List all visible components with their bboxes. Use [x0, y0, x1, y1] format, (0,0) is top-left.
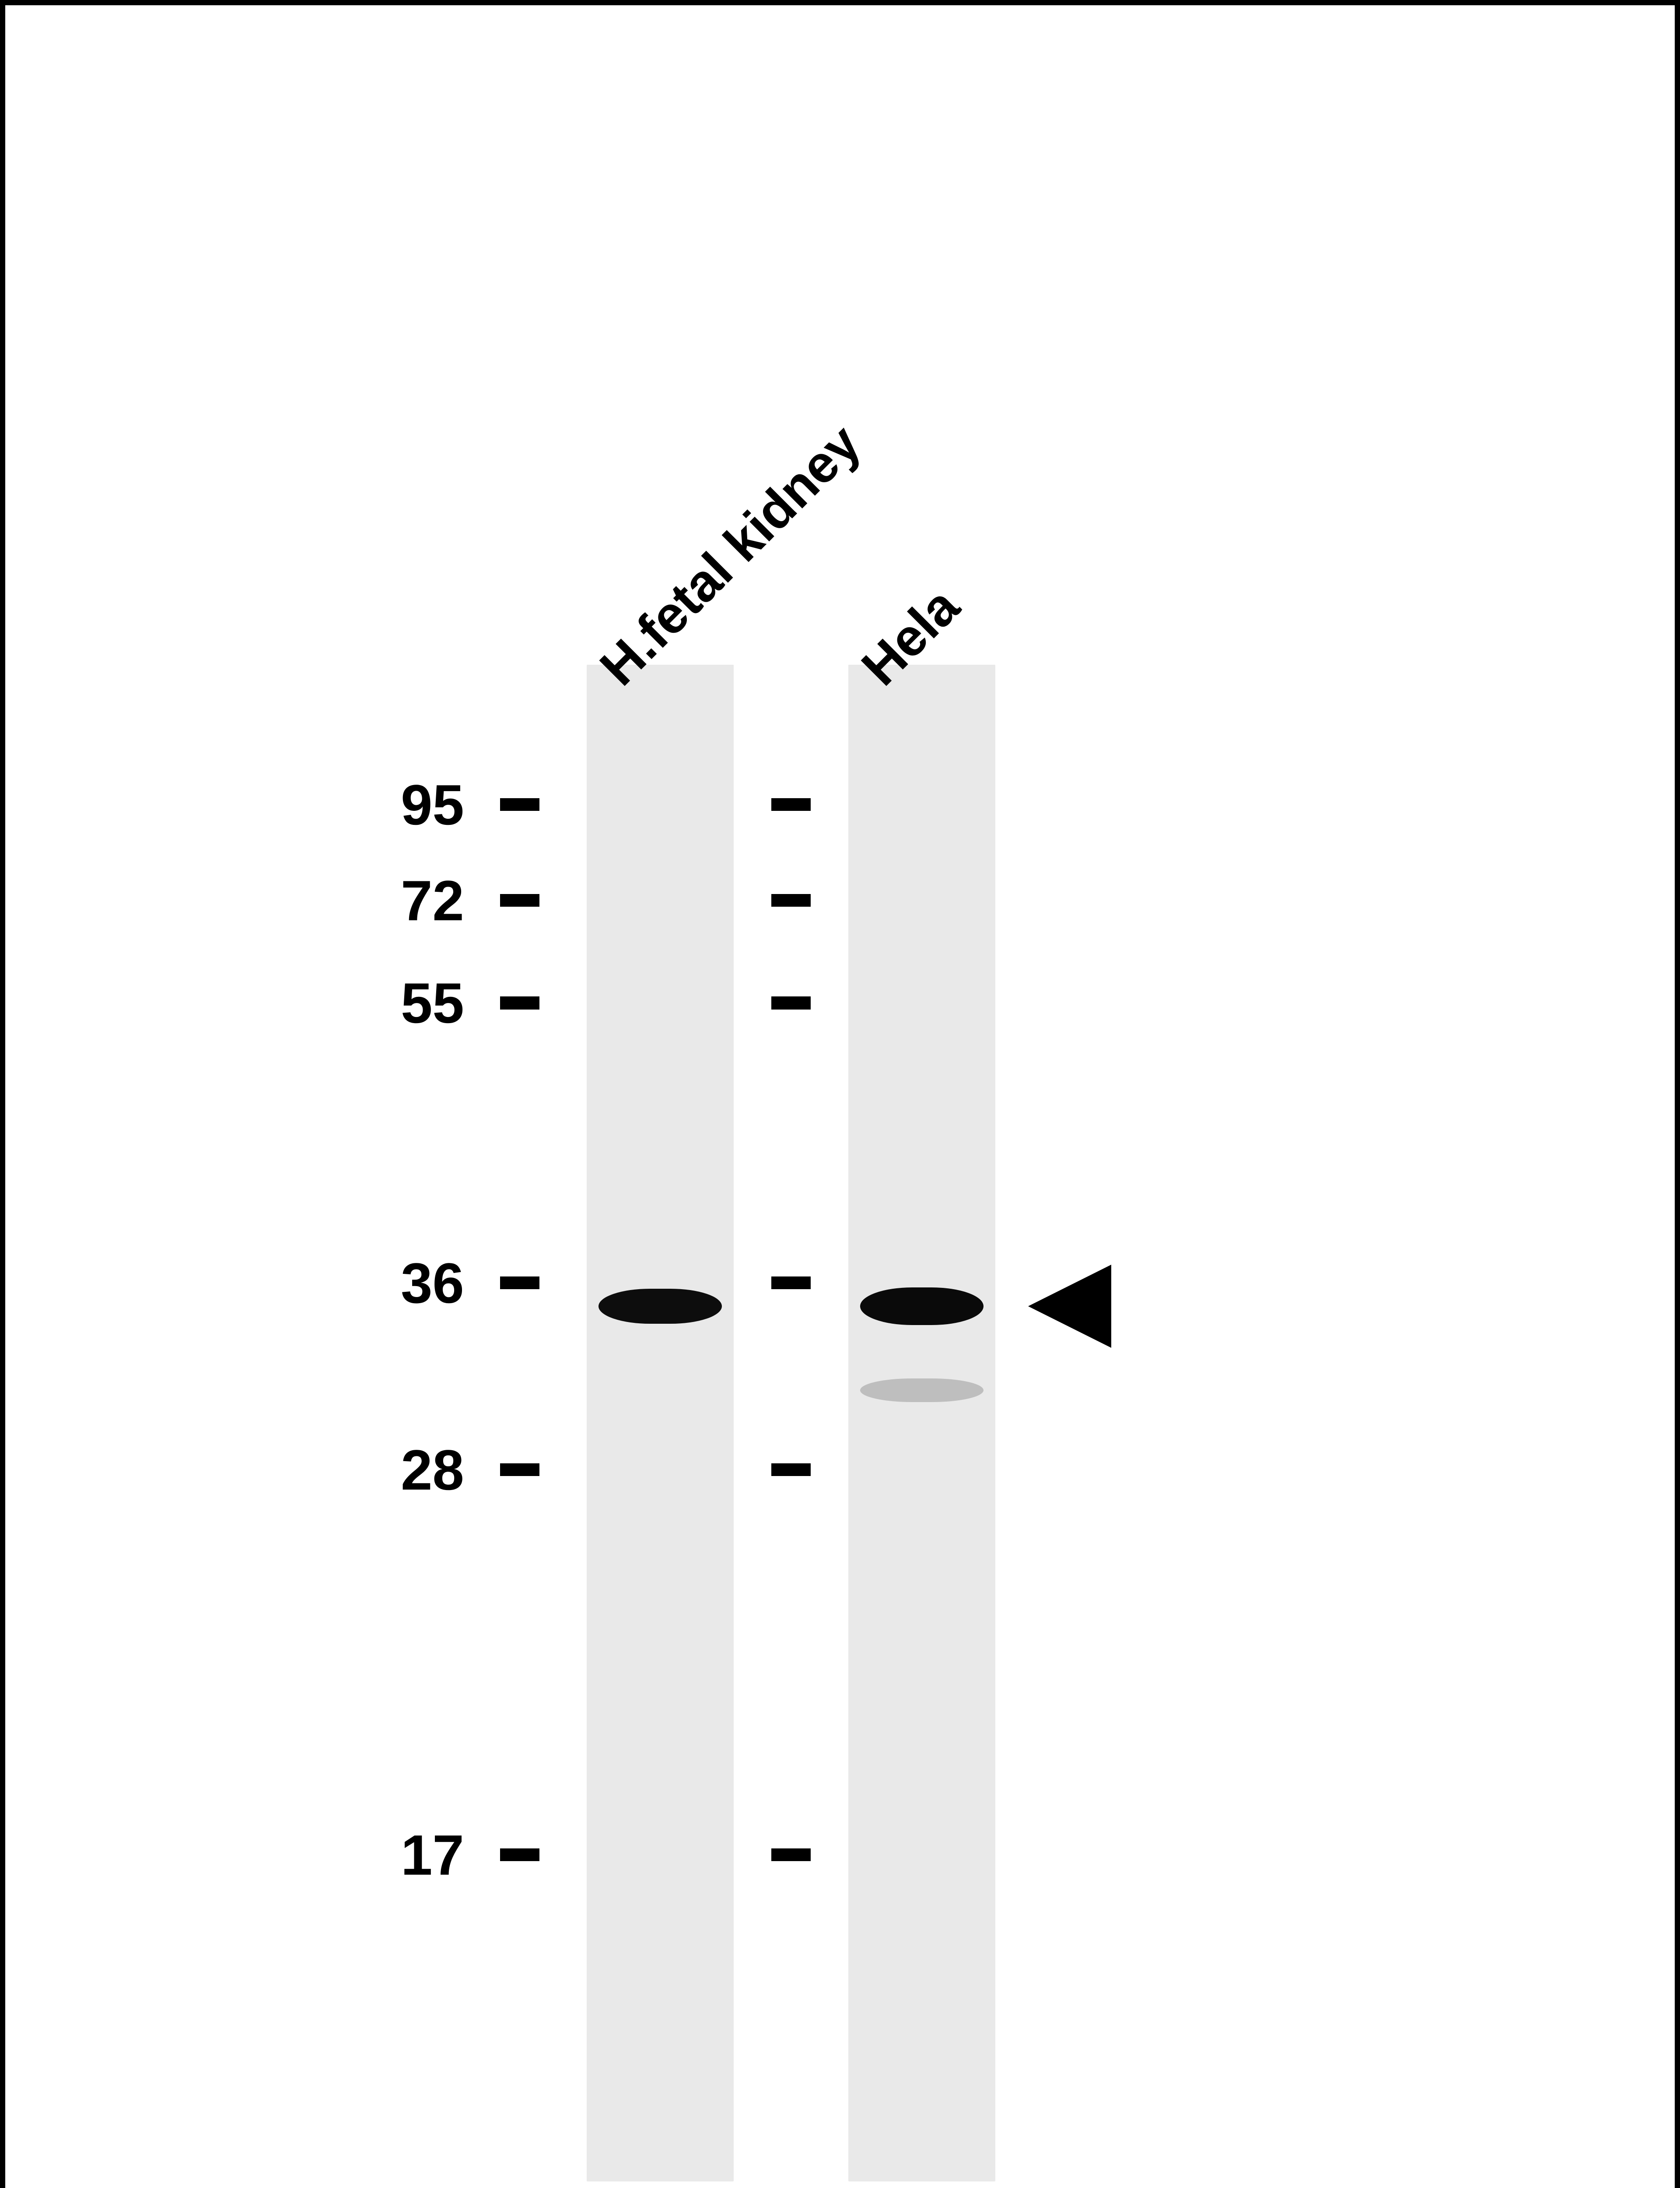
marker-tick-lane2-28	[771, 1463, 811, 1476]
lane-1-label: H.fetal kidney	[588, 413, 872, 697]
marker-tick-lane2-95	[771, 798, 811, 811]
marker-tick-lane1-17	[500, 1848, 539, 1861]
marker-tick-lane2-36	[771, 1276, 811, 1289]
band-lane1-1	[598, 1289, 722, 1324]
marker-tick-lane1-36	[500, 1276, 539, 1289]
marker-label-28: 28	[333, 1437, 464, 1503]
marker-tick-lane1-28	[500, 1463, 539, 1476]
marker-tick-lane1-55	[500, 996, 539, 1009]
marker-tick-lane2-55	[771, 996, 811, 1009]
lane-2	[848, 665, 995, 2181]
marker-tick-lane2-72	[771, 894, 811, 907]
marker-label-95: 95	[333, 772, 464, 838]
marker-label-72: 72	[333, 868, 464, 933]
figure-inner: H.fetal kidney Hela 95 72 55 36 28 17	[23, 23, 1657, 2188]
marker-label-17: 17	[333, 1822, 464, 1888]
target-arrow-icon	[1028, 1265, 1111, 1348]
marker-tick-lane1-95	[500, 798, 539, 811]
band-lane2-2	[860, 1378, 984, 1402]
marker-tick-lane1-72	[500, 894, 539, 907]
marker-tick-lane2-17	[771, 1848, 811, 1861]
figure-frame: H.fetal kidney Hela 95 72 55 36 28 17	[0, 0, 1680, 2188]
band-lane2-1	[860, 1287, 984, 1325]
marker-label-55: 55	[333, 970, 464, 1036]
lane-1	[587, 665, 734, 2181]
marker-label-36: 36	[333, 1250, 464, 1316]
